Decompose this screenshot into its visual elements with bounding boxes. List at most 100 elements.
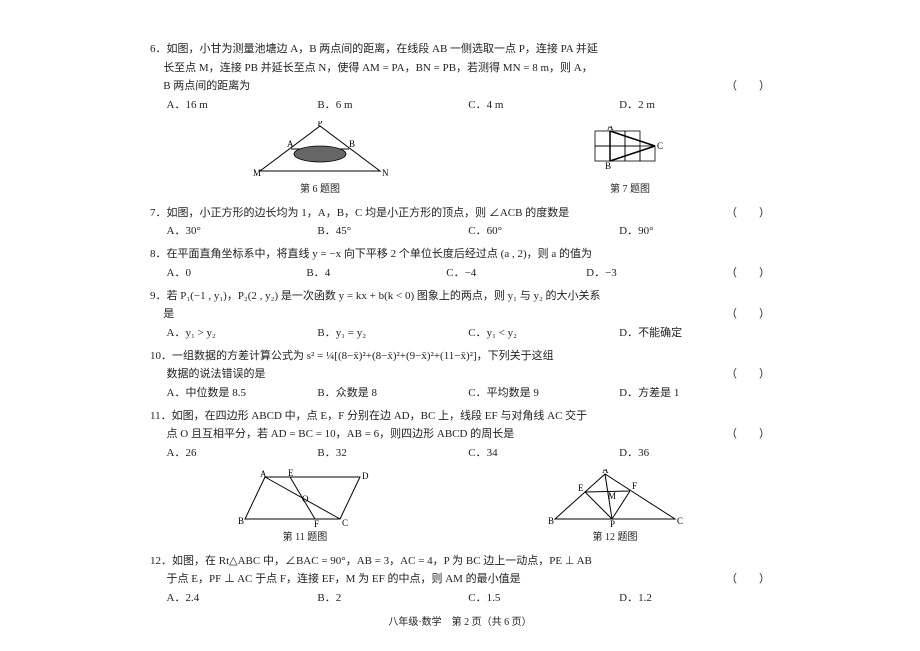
q7-optB: B．45° (317, 222, 468, 241)
q9-optD: D．不能确定 (619, 324, 770, 343)
figure-6: P A B M N 第 6 题图 (245, 121, 395, 198)
q11-optA: A．26 (167, 444, 318, 463)
q8-optD: D．−3 (586, 264, 726, 283)
fig6-caption: 第 6 题图 (245, 181, 395, 198)
q6-optB: B．6 m (317, 96, 468, 115)
q10-num: 10． (150, 350, 172, 362)
fig12-F: F (632, 481, 637, 491)
q10-optC: C．平均数是 9 (468, 384, 619, 403)
q11-options: A．26 B．32 C．34 D．36 (150, 444, 770, 463)
q6-line1: 6．如图，小甘为测量池塘边 A，B 两点间的距离，在线段 AB 一侧选取一点 P… (150, 40, 770, 59)
q9-num: 9． (150, 290, 167, 302)
fig12-A: A (602, 469, 609, 475)
q11-line: 11．如图，在四边形 ABCD 中，点 E，F 分别在边 AD，BC 上，线段 … (150, 407, 770, 426)
question-11: 11．如图，在四边形 ABCD 中，点 E，F 分别在边 AD，BC 上，线段 … (150, 407, 770, 463)
q7-optA: A．30° (167, 222, 318, 241)
question-12: 12．如图，在 Rt△ABC 中，∠BAC = 90°，AB = 3，AC = … (150, 552, 770, 608)
q11-t2: 点 O 且互相平分，若 AD = BC = 10，AB = 6，则四边形 ABC… (167, 428, 515, 440)
fig12-E: E (578, 483, 584, 493)
fig11-D: D (362, 471, 369, 481)
fig7-A: A (607, 126, 614, 132)
q12-t2: 于点 E，PF ⊥ AC 于点 F，连接 EF，M 为 EF 的中点，则 AM … (167, 573, 521, 585)
q7-options: A．30° B．45° C．60° D．90° (150, 222, 770, 241)
fig11-svg: A D B C E F O (230, 469, 380, 529)
fig6-B: B (349, 139, 355, 149)
fig11-B: B (238, 516, 244, 526)
question-6: 6．如图，小甘为测量池塘边 A，B 两点间的距离，在线段 AB 一侧选取一点 P… (150, 40, 770, 115)
q12-paren: （ ） (726, 570, 770, 589)
q6-optD: D．2 m (619, 96, 770, 115)
fig6-M: M (253, 168, 261, 178)
fig11-A: A (260, 469, 267, 479)
q11-t: 如图，在四边形 ABCD 中，点 E，F 分别在边 AD，BC 上，线段 EF … (172, 410, 588, 422)
q6-num: 6． (150, 43, 167, 55)
fig7-C: C (657, 141, 663, 151)
q11-optB: B．32 (317, 444, 468, 463)
q8-t: 在平面直角坐标系中，将直线 y = −x 向下平移 2 个单位长度后经过点 (a… (167, 248, 593, 260)
figure-7: A B C 第 7 题图 (585, 126, 675, 198)
q6-paren: （ ） (726, 77, 770, 96)
q12-optC: C．1.5 (468, 589, 619, 608)
q7-t: 如图，小正方形的边长均为 1，A，B，C 均是小正方形的顶点，则 ∠ACB 的度… (167, 207, 570, 219)
fig6-P: P (317, 121, 322, 128)
fig12-M: M (608, 491, 616, 501)
q12-line: 12．如图，在 Rt△ABC 中，∠BAC = 90°，AB = 3，AC = … (150, 552, 770, 571)
q6-line2: 长至点 M，连接 PB 并延长至点 N，使得 AM = PA，BN = PB，若… (150, 59, 770, 78)
fig12-svg: A B C E F M P (540, 469, 690, 529)
q9-line2: 是（ ） (150, 305, 770, 324)
q8-paren: （ ） (726, 264, 770, 283)
fig11-C: C (342, 518, 348, 528)
page-footer: 八年级·数学 第 2 页（共 6 页） (150, 614, 770, 631)
figures-6-7: P A B M N 第 6 题图 A B C 第 7 题图 (150, 121, 770, 198)
q8-optB: B．4 (306, 264, 446, 283)
q10-line2: 数据的说法错误的是 （ ） (150, 365, 770, 384)
q6-optC: C．4 m (468, 96, 619, 115)
q9-optB: B．y₁ = y₂ (317, 324, 468, 343)
q12-num: 12． (150, 555, 172, 567)
q7-optD: D．90° (619, 222, 770, 241)
figures-11-12: A D B C E F O 第 11 题图 A B C E F (150, 469, 770, 546)
q8-options: A．0 B．4 C．−4 D．−3 (150, 264, 726, 283)
fig11-E: E (288, 469, 294, 478)
q8-num: 8． (150, 248, 167, 260)
q9-line: 9．若 P₁(−1 , y₁)，P₂(2 , y₂) 是一次函数 y = kx … (150, 287, 770, 306)
fig12-B: B (548, 516, 554, 526)
q10-optD: D．方差是 1 (619, 384, 770, 403)
fig6-N: N (382, 168, 389, 178)
question-10: 10．一组数据的方差计算公式为 s² = ¼[(8−x̄)²+(8−x̄)²+(… (150, 347, 770, 403)
fig12-C: C (677, 516, 683, 526)
fig12-caption: 第 12 题图 (540, 529, 690, 546)
question-8: 8．在平面直角坐标系中，将直线 y = −x 向下平移 2 个单位长度后经过点 … (150, 245, 770, 282)
q7-line: 7．如图，小正方形的边长均为 1，A，B，C 均是小正方形的顶点，则 ∠ACB … (150, 204, 770, 223)
q11-paren: （ ） (726, 425, 770, 444)
q7-num: 7． (150, 207, 167, 219)
q12-options: A．2.4 B．2 C．1.5 D．1.2 (150, 589, 770, 608)
q9-t2: 是 (163, 308, 174, 320)
q8-line: 8．在平面直角坐标系中，将直线 y = −x 向下平移 2 个单位长度后经过点 … (150, 245, 770, 264)
figure-12: A B C E F M P 第 12 题图 (540, 469, 690, 546)
q8-optA: A．0 (167, 264, 307, 283)
q10-t2: 数据的说法错误的是 (167, 368, 266, 380)
q12-optB: B．2 (317, 589, 468, 608)
q6-t3: B 两点间的距离为 (163, 80, 250, 92)
q10-optB: B．众数是 8 (317, 384, 468, 403)
fig7-caption: 第 7 题图 (585, 181, 675, 198)
q12-optA: A．2.4 (167, 589, 318, 608)
q11-optD: D．36 (619, 444, 770, 463)
fig7-svg: A B C (585, 126, 675, 181)
q12-t: 如图，在 Rt△ABC 中，∠BAC = 90°，AB = 3，AC = 4，P… (172, 555, 592, 567)
q10-paren: （ ） (726, 365, 770, 384)
q7-paren: （ ） (739, 204, 770, 223)
q11-line2: 点 O 且互相平分，若 AD = BC = 10，AB = 6，则四边形 ABC… (150, 425, 770, 444)
fig6-A: A (287, 139, 294, 149)
q10-options: A．中位数是 8.5 B．众数是 8 C．平均数是 9 D．方差是 1 (150, 384, 770, 403)
q10-line: 10．一组数据的方差计算公式为 s² = ¼[(8−x̄)²+(8−x̄)²+(… (150, 347, 770, 366)
q12-optD: D．1.2 (619, 589, 770, 608)
q7-optC: C．60° (468, 222, 619, 241)
fig12-P: P (610, 519, 615, 529)
figure-11: A D B C E F O 第 11 题图 (230, 469, 380, 546)
fig11-caption: 第 11 题图 (230, 529, 380, 546)
fig11-F: F (314, 519, 319, 529)
q8-optC: C．−4 (446, 264, 586, 283)
q11-num: 11． (150, 410, 172, 422)
